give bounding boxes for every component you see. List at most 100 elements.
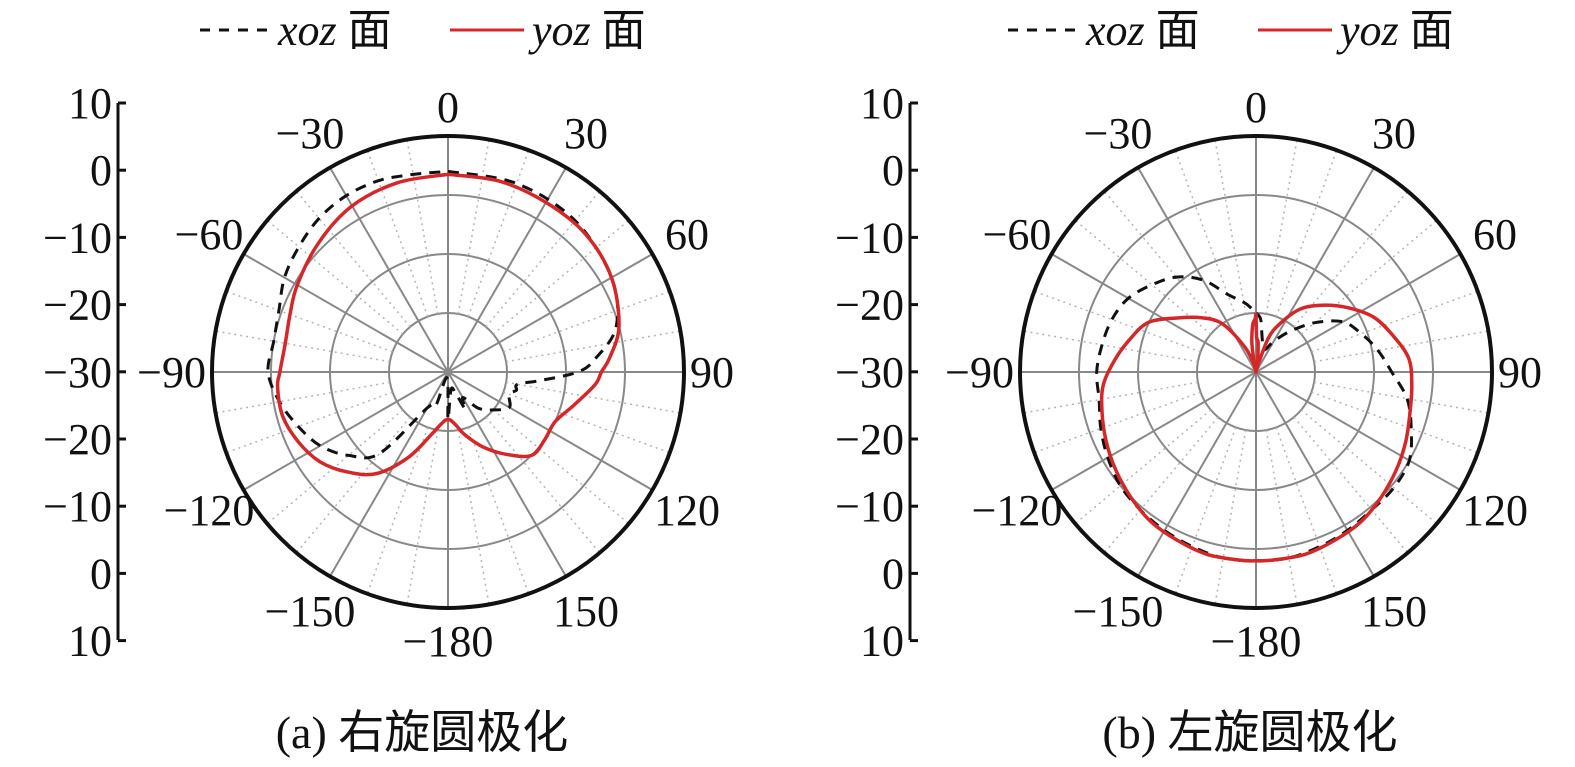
grid-spoke-minor: [503, 391, 671, 454]
angle-tick-label: −60: [175, 210, 244, 259]
radial-scale-tick-label: 10: [860, 79, 904, 128]
grid-spoke-minor: [1023, 330, 1199, 363]
angle-tick-label: −90: [945, 348, 1014, 397]
grid-spoke-minor: [1275, 149, 1338, 317]
grid-spoke-minor: [1174, 427, 1237, 595]
radial-scale-tick-label: 10: [860, 617, 904, 666]
grid-spoke-minor: [1074, 409, 1212, 525]
angle-tick-label: −90: [137, 348, 206, 397]
series-yoz-line-b: [1099, 303, 1414, 563]
polar-plot-a: 0 30 60 90 120 150 −180 −150 −120 −90 −60 −30: [137, 83, 734, 666]
legend-a: xoz 面 yoz 面: [200, 6, 646, 55]
grid-spoke-minor: [295, 190, 411, 328]
grid-spoke-minor: [1033, 290, 1201, 353]
grid-spoke-minor: [485, 416, 601, 554]
angle-tick-label: −60: [983, 210, 1052, 259]
angle-tick-label: −150: [265, 587, 356, 636]
radial-scale-tick-label: 0: [90, 549, 112, 598]
polar-plot-b: 0 30 60 90 120 150 −180 −150 −120 −90 −60 −30: [945, 83, 1542, 666]
caption-b: (b) 左旋圆极化: [1102, 707, 1397, 758]
grid-spoke-minor: [505, 330, 681, 363]
angle-tick-label: 60: [665, 210, 709, 259]
grid-spoke-minor: [215, 330, 391, 363]
angle-tick-label: −150: [1073, 587, 1164, 636]
grid-spoke-major: [1051, 253, 1257, 373]
angle-tick-label: 0: [1245, 83, 1267, 132]
grid-spoke-minor: [457, 429, 490, 605]
grid-spoke-major: [1255, 371, 1461, 491]
radial-scale-tick-label: 10: [68, 617, 112, 666]
grid-spoke-major: [1255, 371, 1375, 577]
grid-spoke-minor: [1174, 149, 1237, 317]
radial-scale-tick-label: −20: [43, 281, 112, 330]
radial-scale-tick-label: −10: [835, 482, 904, 531]
outer-ring: [1018, 134, 1494, 610]
grid-spoke-minor: [1275, 427, 1338, 595]
radial-scale-tick-label: 0: [882, 146, 904, 195]
grid-spoke-minor: [485, 190, 601, 328]
panel-b: xoz 面 yoz 面 10 0 −10 −20 −30 −20 −10 0 10 0 30 60 9…: [835, 6, 1542, 758]
angle-tick-label: −180: [1211, 617, 1302, 666]
radial-scale-tick-label: 10: [68, 79, 112, 128]
grid-spoke-major: [329, 371, 449, 577]
grid-spoke-major: [447, 371, 567, 577]
angle-tick-label: 30: [1372, 109, 1416, 158]
angle-tick-label: −180: [403, 617, 494, 666]
grid-spoke-minor: [295, 416, 411, 554]
angle-tick-label: 150: [1361, 587, 1427, 636]
caption-a: (a) 右旋圆极化: [276, 707, 569, 758]
grid-spoke-minor: [1300, 409, 1438, 525]
radial-scale-tick-label: −10: [43, 482, 112, 531]
grid-spoke-minor: [457, 139, 490, 315]
grid-spoke-minor: [406, 139, 439, 315]
angle-tick-label: 120: [1462, 486, 1528, 535]
grid-spoke-major: [1255, 253, 1461, 373]
grid-spoke-major: [243, 371, 449, 491]
grid-spoke-minor: [1103, 190, 1219, 328]
radial-scale-tick-label: −30: [43, 348, 112, 397]
radial-scale-tick-label: −30: [835, 348, 904, 397]
radial-scale-axis-b: 10 0 −10 −20 −30 −20 −10 0 10: [835, 79, 918, 666]
radial-scale-tick-label: 0: [882, 549, 904, 598]
grid-spoke-minor: [1214, 429, 1247, 605]
panel-a: xoz 面 yoz 面 10 0 −10 −20 −30 −20 −10 0 10 0 30 60 9…: [43, 6, 734, 758]
grid-spoke-minor: [492, 409, 630, 525]
angle-tick-label: 0: [437, 83, 459, 132]
grid-spoke-major: [243, 253, 449, 373]
grid-spoke-minor: [225, 391, 393, 454]
grid-spoke-major: [447, 253, 653, 373]
grid-spoke-minor: [1265, 139, 1298, 315]
outer-ring: [210, 134, 686, 610]
radial-scale-axis-a: 10 0 −10 −20 −30 −20 −10 0 10: [43, 79, 126, 666]
radial-scale-tick-label: −20: [43, 415, 112, 464]
angle-tick-label: 150: [553, 587, 619, 636]
radial-scale-tick-label: 0: [90, 146, 112, 195]
grid-spoke-minor: [1311, 391, 1479, 454]
angle-tick-label: −120: [164, 486, 255, 535]
grid-spoke-minor: [1300, 219, 1438, 335]
grid-spoke-minor: [1265, 429, 1298, 605]
legend-a-yoz-label: yoz 面: [528, 6, 646, 55]
series-xoz-line-a: [266, 169, 620, 460]
grid-spoke-minor: [215, 381, 391, 414]
grid-spoke-major: [1051, 371, 1257, 491]
legend-b-yoz-label: yoz 面: [1336, 6, 1454, 55]
angle-tick-label: 60: [1473, 210, 1517, 259]
grid-spoke-major: [329, 167, 449, 373]
grid-spoke-major: [1255, 167, 1375, 373]
grid-spoke-minor: [366, 427, 429, 595]
angle-tick-label: 120: [654, 486, 720, 535]
grid-spoke-minor: [1023, 381, 1199, 414]
grid-spoke-minor: [492, 219, 630, 335]
grid-spoke-major: [1137, 371, 1257, 577]
grid-spoke-minor: [1033, 391, 1201, 454]
series-yoz-line-a: [275, 172, 621, 477]
angle-tick-label: −120: [972, 486, 1063, 535]
legend-b-xoz-label: xoz 面: [1085, 6, 1200, 55]
grid-spoke-minor: [503, 290, 671, 353]
grid-spoke-minor: [225, 290, 393, 353]
angle-tick-label: −30: [276, 109, 345, 158]
radial-scale-tick-label: −20: [835, 415, 904, 464]
legend-b: xoz 面 yoz 面: [1008, 6, 1454, 55]
